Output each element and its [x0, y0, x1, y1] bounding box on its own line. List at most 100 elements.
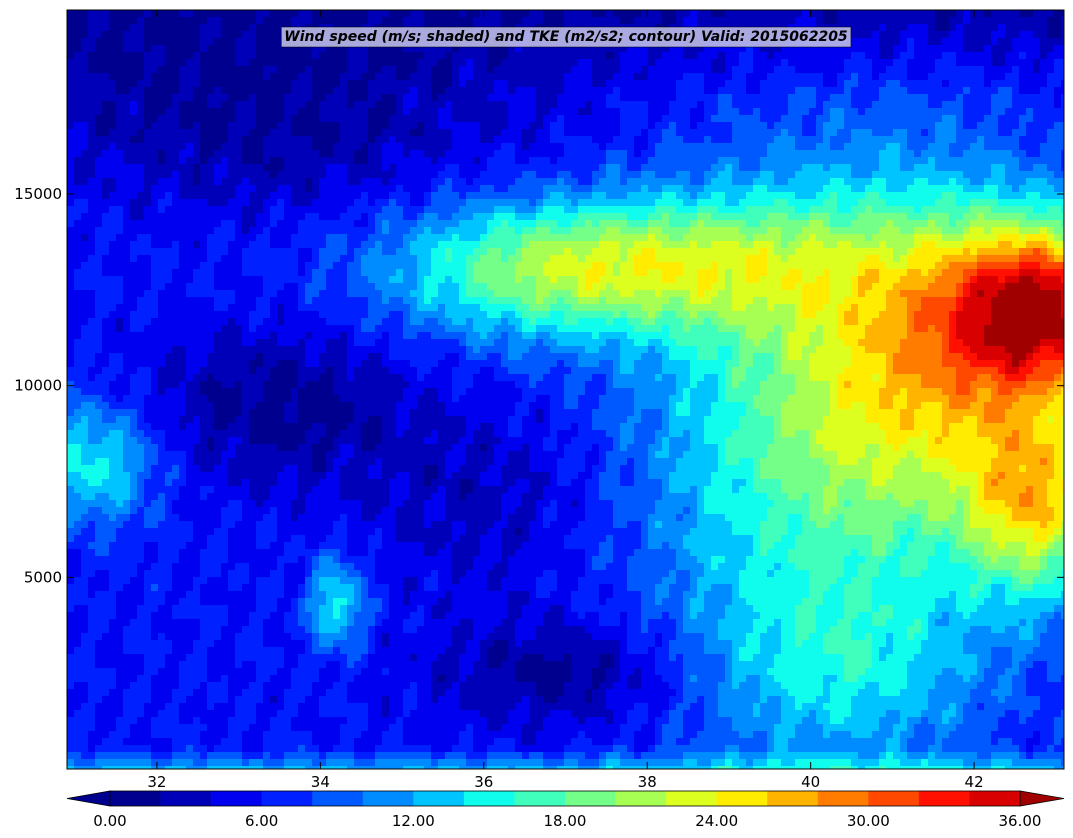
- heatmap-cell: [123, 164, 131, 172]
- heatmap-cell: [690, 108, 698, 116]
- heatmap-cell: [277, 171, 285, 179]
- heatmap-cell: [228, 94, 236, 102]
- heatmap-cell: [1054, 94, 1062, 102]
- heatmap-cell: [494, 87, 502, 95]
- heatmap-cell: [1012, 220, 1020, 228]
- heatmap-cell: [382, 87, 390, 95]
- heatmap-cell: [704, 122, 712, 130]
- heatmap-cell: [214, 213, 222, 221]
- heatmap-cell: [606, 17, 614, 25]
- heatmap-cell: [305, 108, 313, 116]
- heatmap-cell: [95, 171, 103, 179]
- heatmap-cell: [340, 206, 348, 214]
- heatmap-cell: [991, 199, 999, 207]
- heatmap-cell: [109, 241, 117, 249]
- heatmap-cell: [900, 241, 908, 249]
- heatmap-cell: [1033, 171, 1041, 179]
- heatmap-cell: [1026, 73, 1034, 81]
- heatmap-cell: [438, 66, 446, 74]
- heatmap-cell: [151, 192, 159, 200]
- heatmap-cell: [165, 206, 173, 214]
- heatmap-cell: [1054, 150, 1062, 158]
- heatmap-cell: [557, 52, 565, 60]
- heatmap-cell: [151, 143, 159, 151]
- heatmap-cell: [263, 87, 271, 95]
- heatmap-cell: [907, 115, 915, 123]
- heatmap-cell: [732, 87, 740, 95]
- heatmap-cell: [739, 150, 747, 158]
- heatmap-cell: [802, 136, 810, 144]
- heatmap-cell: [382, 122, 390, 130]
- heatmap-cell: [1033, 101, 1041, 109]
- heatmap-cell: [893, 10, 901, 18]
- heatmap-cell: [249, 157, 257, 165]
- heatmap-cell: [935, 220, 943, 228]
- heatmap-cell: [172, 59, 180, 67]
- heatmap-cell: [214, 199, 222, 207]
- heatmap-cell: [1061, 80, 1064, 88]
- heatmap-cell: [151, 199, 159, 207]
- heatmap-cell: [242, 59, 250, 67]
- heatmap-cell: [137, 206, 145, 214]
- heatmap-cell: [186, 66, 194, 74]
- heatmap-cell: [480, 206, 488, 214]
- heatmap-cell: [977, 171, 985, 179]
- heatmap-cell: [123, 17, 131, 25]
- heatmap-cell: [1019, 150, 1027, 158]
- heatmap-cell: [473, 220, 481, 228]
- heatmap-cell: [977, 248, 985, 256]
- heatmap-cell: [851, 234, 859, 242]
- heatmap-cell: [949, 52, 957, 60]
- heatmap-cell: [991, 38, 999, 46]
- heatmap-cell: [200, 178, 208, 186]
- heatmap-cell: [445, 136, 453, 144]
- heatmap-cell: [564, 178, 572, 186]
- heatmap-cell: [816, 178, 824, 186]
- heatmap-cell: [123, 31, 131, 39]
- heatmap-cell: [746, 171, 754, 179]
- heatmap-cell: [284, 157, 292, 165]
- heatmap-cell: [655, 171, 663, 179]
- heatmap-cell: [235, 66, 243, 74]
- heatmap-cell: [144, 10, 152, 18]
- heatmap-cell: [697, 17, 705, 25]
- heatmap-cell: [543, 10, 551, 18]
- heatmap-cell: [781, 171, 789, 179]
- heatmap-cell: [1026, 164, 1034, 172]
- heatmap-cell: [452, 171, 460, 179]
- heatmap-cell: [760, 213, 768, 221]
- heatmap-cell: [879, 17, 887, 25]
- heatmap-cell: [627, 80, 635, 88]
- heatmap-cell: [536, 185, 544, 193]
- heatmap-cell: [949, 192, 957, 200]
- heatmap-cell: [277, 73, 285, 81]
- heatmap-cell: [389, 185, 397, 193]
- heatmap-cell: [284, 80, 292, 88]
- heatmap-cell: [760, 129, 768, 137]
- heatmap-cell: [809, 115, 817, 123]
- heatmap-cell: [487, 241, 495, 249]
- heatmap-cell: [319, 164, 327, 172]
- heatmap-cell: [417, 171, 425, 179]
- heatmap-cell: [921, 87, 929, 95]
- heatmap-cell: [298, 108, 306, 116]
- heatmap-cell: [102, 38, 110, 46]
- heatmap-cell: [802, 192, 810, 200]
- heatmap-cell: [186, 185, 194, 193]
- heatmap-cell: [333, 80, 341, 88]
- heatmap-cell: [697, 241, 705, 249]
- heatmap-cell: [998, 45, 1006, 53]
- heatmap-cell: [277, 80, 285, 88]
- heatmap-cell: [361, 178, 369, 186]
- heatmap-cell: [109, 185, 117, 193]
- heatmap-cell: [88, 52, 96, 60]
- heatmap-cell: [396, 234, 404, 242]
- heatmap-cell: [1040, 52, 1048, 60]
- heatmap-cell: [599, 136, 607, 144]
- heatmap-cell: [375, 178, 383, 186]
- heatmap-cell: [536, 45, 544, 53]
- heatmap-cell: [487, 206, 495, 214]
- heatmap-cell: [858, 66, 866, 74]
- heatmap-cell: [886, 213, 894, 221]
- heatmap-cell: [641, 17, 649, 25]
